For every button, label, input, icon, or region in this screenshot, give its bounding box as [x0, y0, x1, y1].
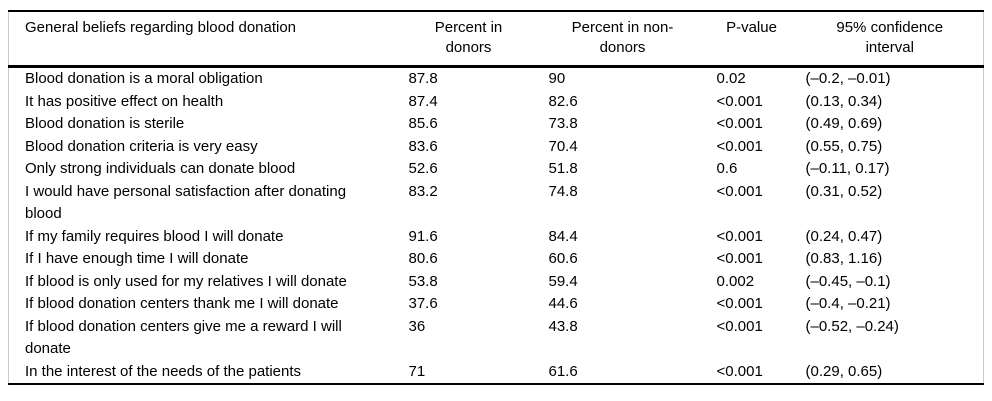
percent-donors-cell: 87.8	[408, 70, 438, 87]
table-row: If my family requires blood I will donat…	[9, 226, 984, 249]
percent-non-donors-cell: 61.6	[548, 362, 578, 380]
table-body: Blood donation is a moral obligation 87.…	[9, 67, 984, 385]
belief-cell: Blood donation is sterile	[25, 115, 185, 132]
percent-non-donors-cell: 60.6	[548, 250, 578, 267]
column-header-beliefs: General beliefs regarding blood donation	[8, 11, 399, 68]
percent-donors-cell: 83.6	[408, 137, 438, 155]
column-header-percent-non-donors: Percent in non- donors	[538, 11, 707, 68]
table-row: If I have enough time I will donate 80.6…	[9, 248, 984, 271]
percent-non-donors-cell: 82.6	[548, 92, 578, 110]
confidence-interval-cell: (–0.45, –0.1)	[805, 272, 891, 290]
belief-cell: Blood donation is a moral obligation	[25, 70, 263, 87]
belief-cell: I would have personal satisfaction after…	[25, 182, 347, 223]
belief-cell: Blood donation criteria is very easy	[25, 137, 258, 155]
belief-cell: If blood donation centers thank me I wil…	[25, 295, 339, 312]
p-value-cell: <0.001	[716, 115, 763, 132]
confidence-interval-cell: (0.55, 0.75)	[805, 137, 883, 155]
percent-non-donors-cell: 73.8	[548, 115, 578, 132]
belief-cell: If blood is only used for my relatives I…	[25, 272, 347, 290]
percent-non-donors-cell: 44.6	[548, 295, 578, 312]
belief-cell: In the interest of the needs of the pati…	[25, 362, 302, 380]
table-row: It has positive effect on health 87.4 82…	[9, 91, 984, 114]
percent-donors-cell: 80.6	[408, 250, 438, 267]
column-header-p-value: P-value	[706, 11, 797, 68]
percent-non-donors-cell: 59.4	[548, 272, 578, 290]
confidence-interval-cell: (0.31, 0.52)	[805, 182, 883, 200]
percent-non-donors-cell: 51.8	[548, 160, 578, 177]
confidence-interval-cell: (–0.52, –0.24)	[805, 317, 899, 335]
belief-cell: If my family requires blood I will donat…	[25, 227, 284, 245]
p-value-cell: <0.001	[716, 92, 763, 110]
confidence-interval-cell: (0.83, 1.16)	[805, 250, 883, 267]
table-header: General beliefs regarding blood donation…	[8, 11, 984, 68]
percent-non-donors-cell: 74.8	[548, 182, 578, 200]
p-value-cell: 0.02	[716, 70, 746, 87]
percent-non-donors-cell: 70.4	[548, 137, 578, 155]
percent-donors-cell: 37.6	[408, 295, 438, 312]
percent-non-donors-cell: 90	[548, 70, 566, 87]
confidence-interval-cell: (0.24, 0.47)	[805, 227, 883, 245]
p-value-cell: <0.001	[716, 362, 763, 380]
confidence-interval-cell: (–0.11, 0.17)	[805, 160, 890, 177]
header-row: General beliefs regarding blood donation…	[8, 11, 984, 68]
percent-donors-cell: 36	[408, 317, 426, 335]
column-header-confidence-interval: 95% confidence interval	[796, 11, 984, 68]
percent-donors-cell: 53.8	[408, 272, 438, 290]
table-row: If blood is only used for my relatives I…	[9, 271, 984, 294]
table-row: If blood donation centers give me a rewa…	[9, 316, 984, 361]
percent-donors-cell: 83.2	[408, 182, 438, 200]
percent-donors-cell: 71	[408, 362, 426, 380]
p-value-cell: <0.001	[716, 137, 763, 155]
table-row: Blood donation is a moral obligation 87.…	[9, 67, 984, 91]
percent-donors-cell: 85.6	[408, 115, 438, 132]
table-row: Blood donation criteria is very easy 83.…	[9, 136, 984, 159]
belief-cell: It has positive effect on health	[25, 92, 224, 110]
confidence-interval-cell: (–0.2, –0.01)	[805, 70, 891, 87]
percent-non-donors-cell: 84.4	[548, 227, 578, 245]
confidence-interval-cell: (0.49, 0.69)	[805, 115, 883, 132]
table-row: Blood donation is sterile 85.6 73.8 <0.0…	[9, 113, 984, 136]
percent-donors-cell: 52.6	[408, 160, 438, 177]
p-value-cell: 0.002	[716, 272, 755, 290]
column-header-percent-donors: Percent in donors	[398, 11, 539, 68]
p-value-cell: 0.6	[716, 160, 738, 177]
p-value-cell: <0.001	[716, 295, 763, 312]
percent-non-donors-cell: 43.8	[548, 317, 578, 335]
confidence-interval-cell: (0.29, 0.65)	[805, 362, 883, 380]
p-value-cell: <0.001	[716, 182, 763, 200]
belief-cell: If I have enough time I will donate	[25, 250, 249, 267]
table-row: If blood donation centers thank me I wil…	[9, 293, 984, 316]
percent-donors-cell: 91.6	[408, 227, 438, 245]
confidence-interval-cell: (–0.4, –0.21)	[805, 295, 891, 312]
table-row: I would have personal satisfaction after…	[9, 181, 984, 226]
p-value-cell: <0.001	[716, 227, 763, 245]
beliefs-table-container: General beliefs regarding blood donation…	[8, 10, 984, 385]
belief-cell: Only strong individuals can donate blood	[25, 160, 296, 177]
percent-donors-cell: 87.4	[408, 92, 438, 110]
p-value-cell: <0.001	[716, 250, 763, 267]
beliefs-table: General beliefs regarding blood donation…	[8, 10, 984, 385]
confidence-interval-cell: (0.13, 0.34)	[805, 92, 883, 110]
p-value-cell: <0.001	[716, 317, 763, 335]
table-row: In the interest of the needs of the pati…	[9, 361, 984, 385]
table-row: Only strong individuals can donate blood…	[9, 158, 984, 181]
belief-cell: If blood donation centers give me a rewa…	[25, 317, 342, 358]
